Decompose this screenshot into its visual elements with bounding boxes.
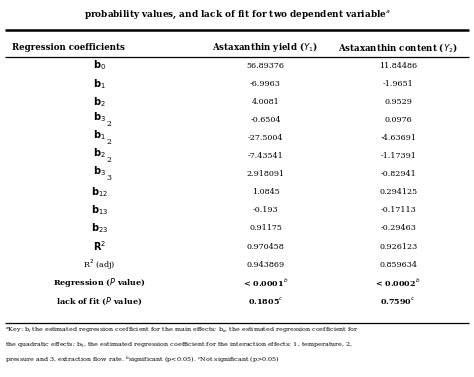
Text: 56.89376: 56.89376 (246, 61, 284, 70)
Text: 0.926123: 0.926123 (379, 242, 417, 251)
Text: 0.859634: 0.859634 (379, 261, 417, 269)
Text: 2.918091: 2.918091 (246, 170, 284, 178)
Text: -6.9963: -6.9963 (250, 80, 281, 88)
Text: -0.193: -0.193 (253, 206, 278, 215)
Text: R$^2$ (adj): R$^2$ (adj) (83, 257, 116, 272)
Text: -0.29463: -0.29463 (380, 224, 416, 233)
Text: $\mathbf{b}_{3}$: $\mathbf{b}_{3}$ (93, 164, 106, 178)
Text: 0.7590$^c$: 0.7590$^c$ (381, 295, 416, 307)
Text: -7.43541: -7.43541 (247, 152, 283, 160)
Text: -27.5004: -27.5004 (248, 134, 283, 142)
Text: Regression coefficients: Regression coefficients (12, 43, 125, 52)
Text: -1.17391: -1.17391 (380, 152, 416, 160)
Text: -0.82941: -0.82941 (380, 170, 416, 178)
Text: 11.84486: 11.84486 (379, 61, 417, 70)
Text: $\mathbf{R}^2$: $\mathbf{R}^2$ (93, 240, 106, 253)
Text: $\mathbf{b}_{0}$: $\mathbf{b}_{0}$ (93, 59, 106, 72)
Text: 1.0845: 1.0845 (252, 188, 279, 196)
Text: the quadratic effects; b$_{ij}$, the estimated regression coefficient for the in: the quadratic effects; b$_{ij}$, the est… (5, 340, 353, 351)
Text: -0.17113: -0.17113 (380, 206, 416, 215)
Text: pressure and 3, extraction flow rate. $^b$significant (p<0.05). $^c$Not signific: pressure and 3, extraction flow rate. $^… (5, 355, 280, 365)
Text: $\mathbf{b}_{12}$: $\mathbf{b}_{12}$ (91, 185, 108, 199)
Text: -0.6504: -0.6504 (250, 116, 281, 124)
Text: Astaxanthin content ($\mathit{Y_2}$): Astaxanthin content ($\mathit{Y_2}$) (338, 41, 458, 54)
Text: 3: 3 (107, 174, 111, 182)
Text: $\mathbf{b}_{23}$: $\mathbf{b}_{23}$ (91, 222, 108, 235)
Text: $\mathbf{b}_{1}$: $\mathbf{b}_{1}$ (93, 128, 106, 142)
Text: 0.943869: 0.943869 (246, 261, 284, 269)
Text: $\mathbf{b}_{1}$: $\mathbf{b}_{1}$ (93, 77, 106, 90)
Text: < 0.0002$^b$: < 0.0002$^b$ (375, 277, 421, 289)
Text: 4.0081: 4.0081 (252, 98, 279, 106)
Text: 0.970458: 0.970458 (246, 242, 284, 251)
Text: 2: 2 (107, 156, 111, 164)
Text: -4.63691: -4.63691 (380, 134, 416, 142)
Text: < 0.0001$^b$: < 0.0001$^b$ (243, 277, 288, 289)
Text: $\mathbf{b}_{3}$: $\mathbf{b}_{3}$ (93, 110, 106, 124)
Text: 2: 2 (107, 138, 111, 146)
Text: -1.9651: -1.9651 (383, 80, 413, 88)
Text: 0.1805$^c$: 0.1805$^c$ (247, 295, 283, 307)
Text: Astaxanthin yield ($\mathit{Y_1}$): Astaxanthin yield ($\mathit{Y_1}$) (212, 40, 319, 54)
Text: $^a$Key: b$_i$ the estimated regression coefficient for the main effects; b$_{ii: $^a$Key: b$_i$ the estimated regression … (5, 326, 359, 335)
Text: 0.294125: 0.294125 (379, 188, 417, 196)
Text: $\mathbf{b}_{2}$: $\mathbf{b}_{2}$ (93, 95, 106, 109)
Text: lack of fit ($P$ value): lack of fit ($P$ value) (56, 295, 143, 307)
Text: probability values, and lack of fit for two dependent variable$^a$: probability values, and lack of fit for … (83, 9, 391, 21)
Text: $\mathbf{b}_{13}$: $\mathbf{b}_{13}$ (91, 204, 108, 217)
Text: 0.0976: 0.0976 (384, 116, 412, 124)
Text: 0.9529: 0.9529 (384, 98, 412, 106)
Text: $\mathbf{b}_{2}$: $\mathbf{b}_{2}$ (93, 146, 106, 160)
Text: 2: 2 (107, 120, 111, 128)
Text: 0.91175: 0.91175 (249, 224, 282, 233)
Text: Regression ($P$ value): Regression ($P$ value) (53, 276, 146, 289)
